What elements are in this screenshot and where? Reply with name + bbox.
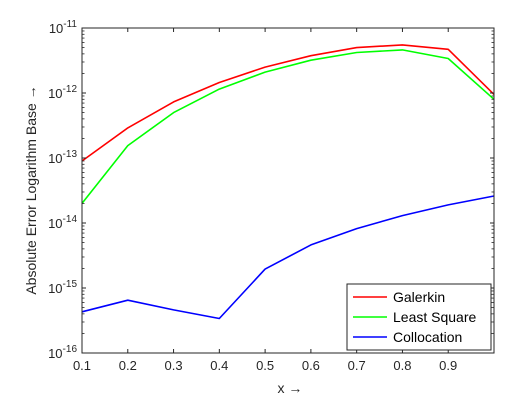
x-tick-label: 0.3 [165, 358, 183, 373]
y-tick-label: 10-12 [48, 84, 77, 101]
legend-label-2: Least Square [393, 309, 476, 325]
x-tick-label: 0.7 [348, 358, 366, 373]
x-tick-label: 0.5 [256, 358, 274, 373]
y-tick-label: 10-15 [48, 279, 77, 296]
x-tick-label: 0.4 [210, 358, 228, 373]
x-tick-label: 0.8 [393, 358, 411, 373]
y-axis-label: Absolute Error Logarithm Base → [23, 85, 39, 294]
x-tick-label: 0.1 [73, 358, 91, 373]
x-tick-label: 0.2 [119, 358, 137, 373]
legend-label-1: Galerkin [393, 289, 445, 305]
legend: Galerkin Least Square Collocation [347, 284, 491, 350]
y-tick-label: 10-13 [48, 149, 77, 166]
y-tick-label: 10-14 [48, 214, 77, 231]
legend-label-3: Collocation [393, 329, 462, 345]
y-tick-label: 10-11 [49, 19, 78, 36]
x-tick-label: 0.6 [302, 358, 320, 373]
x-axis-label: x → [278, 380, 303, 396]
x-tick-label: 0.9 [439, 358, 457, 373]
